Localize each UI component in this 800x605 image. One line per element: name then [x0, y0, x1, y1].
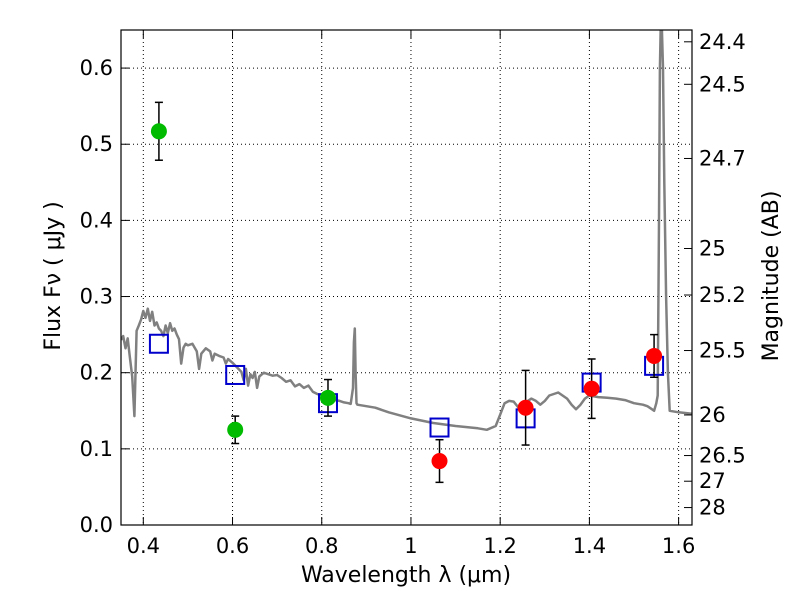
y-tick-label: 0.0	[80, 513, 113, 537]
axes: 0.4 0.6 0.8 1 1.2 1.4 1.6 0.0 0.1 0.2 0.3 0.4 0.5 0.6…	[80, 29, 746, 558]
y2-tick-label: 27	[699, 469, 726, 493]
y-tick-label: 0.6	[80, 56, 113, 80]
model-spectrum-line	[121, 30, 692, 432]
y-tick-label: 0.2	[80, 361, 113, 385]
y2-tick-label: 24.7	[699, 146, 746, 170]
y2-tick-label: 25	[699, 236, 726, 260]
y2-tick-label: 24.5	[699, 72, 746, 96]
x-tick-label: 1.6	[662, 534, 695, 558]
x-tick-label: 0.4	[127, 534, 160, 558]
grid	[121, 30, 692, 526]
y2-tick-label: 25.5	[699, 339, 746, 363]
y2-tick-label: 25.2	[699, 283, 746, 307]
observed-flux-point	[227, 421, 244, 438]
observed-flux-point	[150, 123, 167, 140]
y2-tick-label: 24.4	[699, 30, 746, 54]
y2-tick-label: 26	[699, 403, 726, 427]
y-tick-label: 0.3	[80, 285, 113, 309]
x-tick-label: 0.8	[305, 534, 338, 558]
model-flux-square	[225, 364, 246, 385]
observed-flux-point	[319, 389, 336, 406]
observed-flux-point	[646, 347, 663, 364]
y-tick-label: 0.5	[80, 132, 113, 156]
x-tick-label: 0.6	[216, 534, 249, 558]
data-layer	[121, 30, 692, 484]
y2-tick-label: 28	[699, 496, 726, 520]
observed-flux-point	[517, 399, 534, 416]
y2-tick-label: 26.5	[699, 444, 746, 468]
x-tick-label: 1	[404, 534, 417, 558]
y-tick-label: 0.4	[80, 208, 113, 232]
x-tick-label: 1.4	[573, 534, 606, 558]
plot-frame	[120, 29, 693, 526]
observed-flux-point	[431, 453, 448, 470]
y-axis-label: Flux Fν ( μJy )	[41, 201, 66, 350]
model-flux-square	[148, 333, 169, 354]
y-tick-label: 0.1	[80, 437, 113, 461]
observed-flux-point	[583, 380, 600, 397]
model-flux-square	[429, 417, 450, 438]
y2-axis-label: Magnitude (AB)	[759, 191, 784, 362]
x-tick-label: 1.2	[483, 534, 516, 558]
x-axis-label: Wavelength λ (μm)	[301, 563, 511, 588]
